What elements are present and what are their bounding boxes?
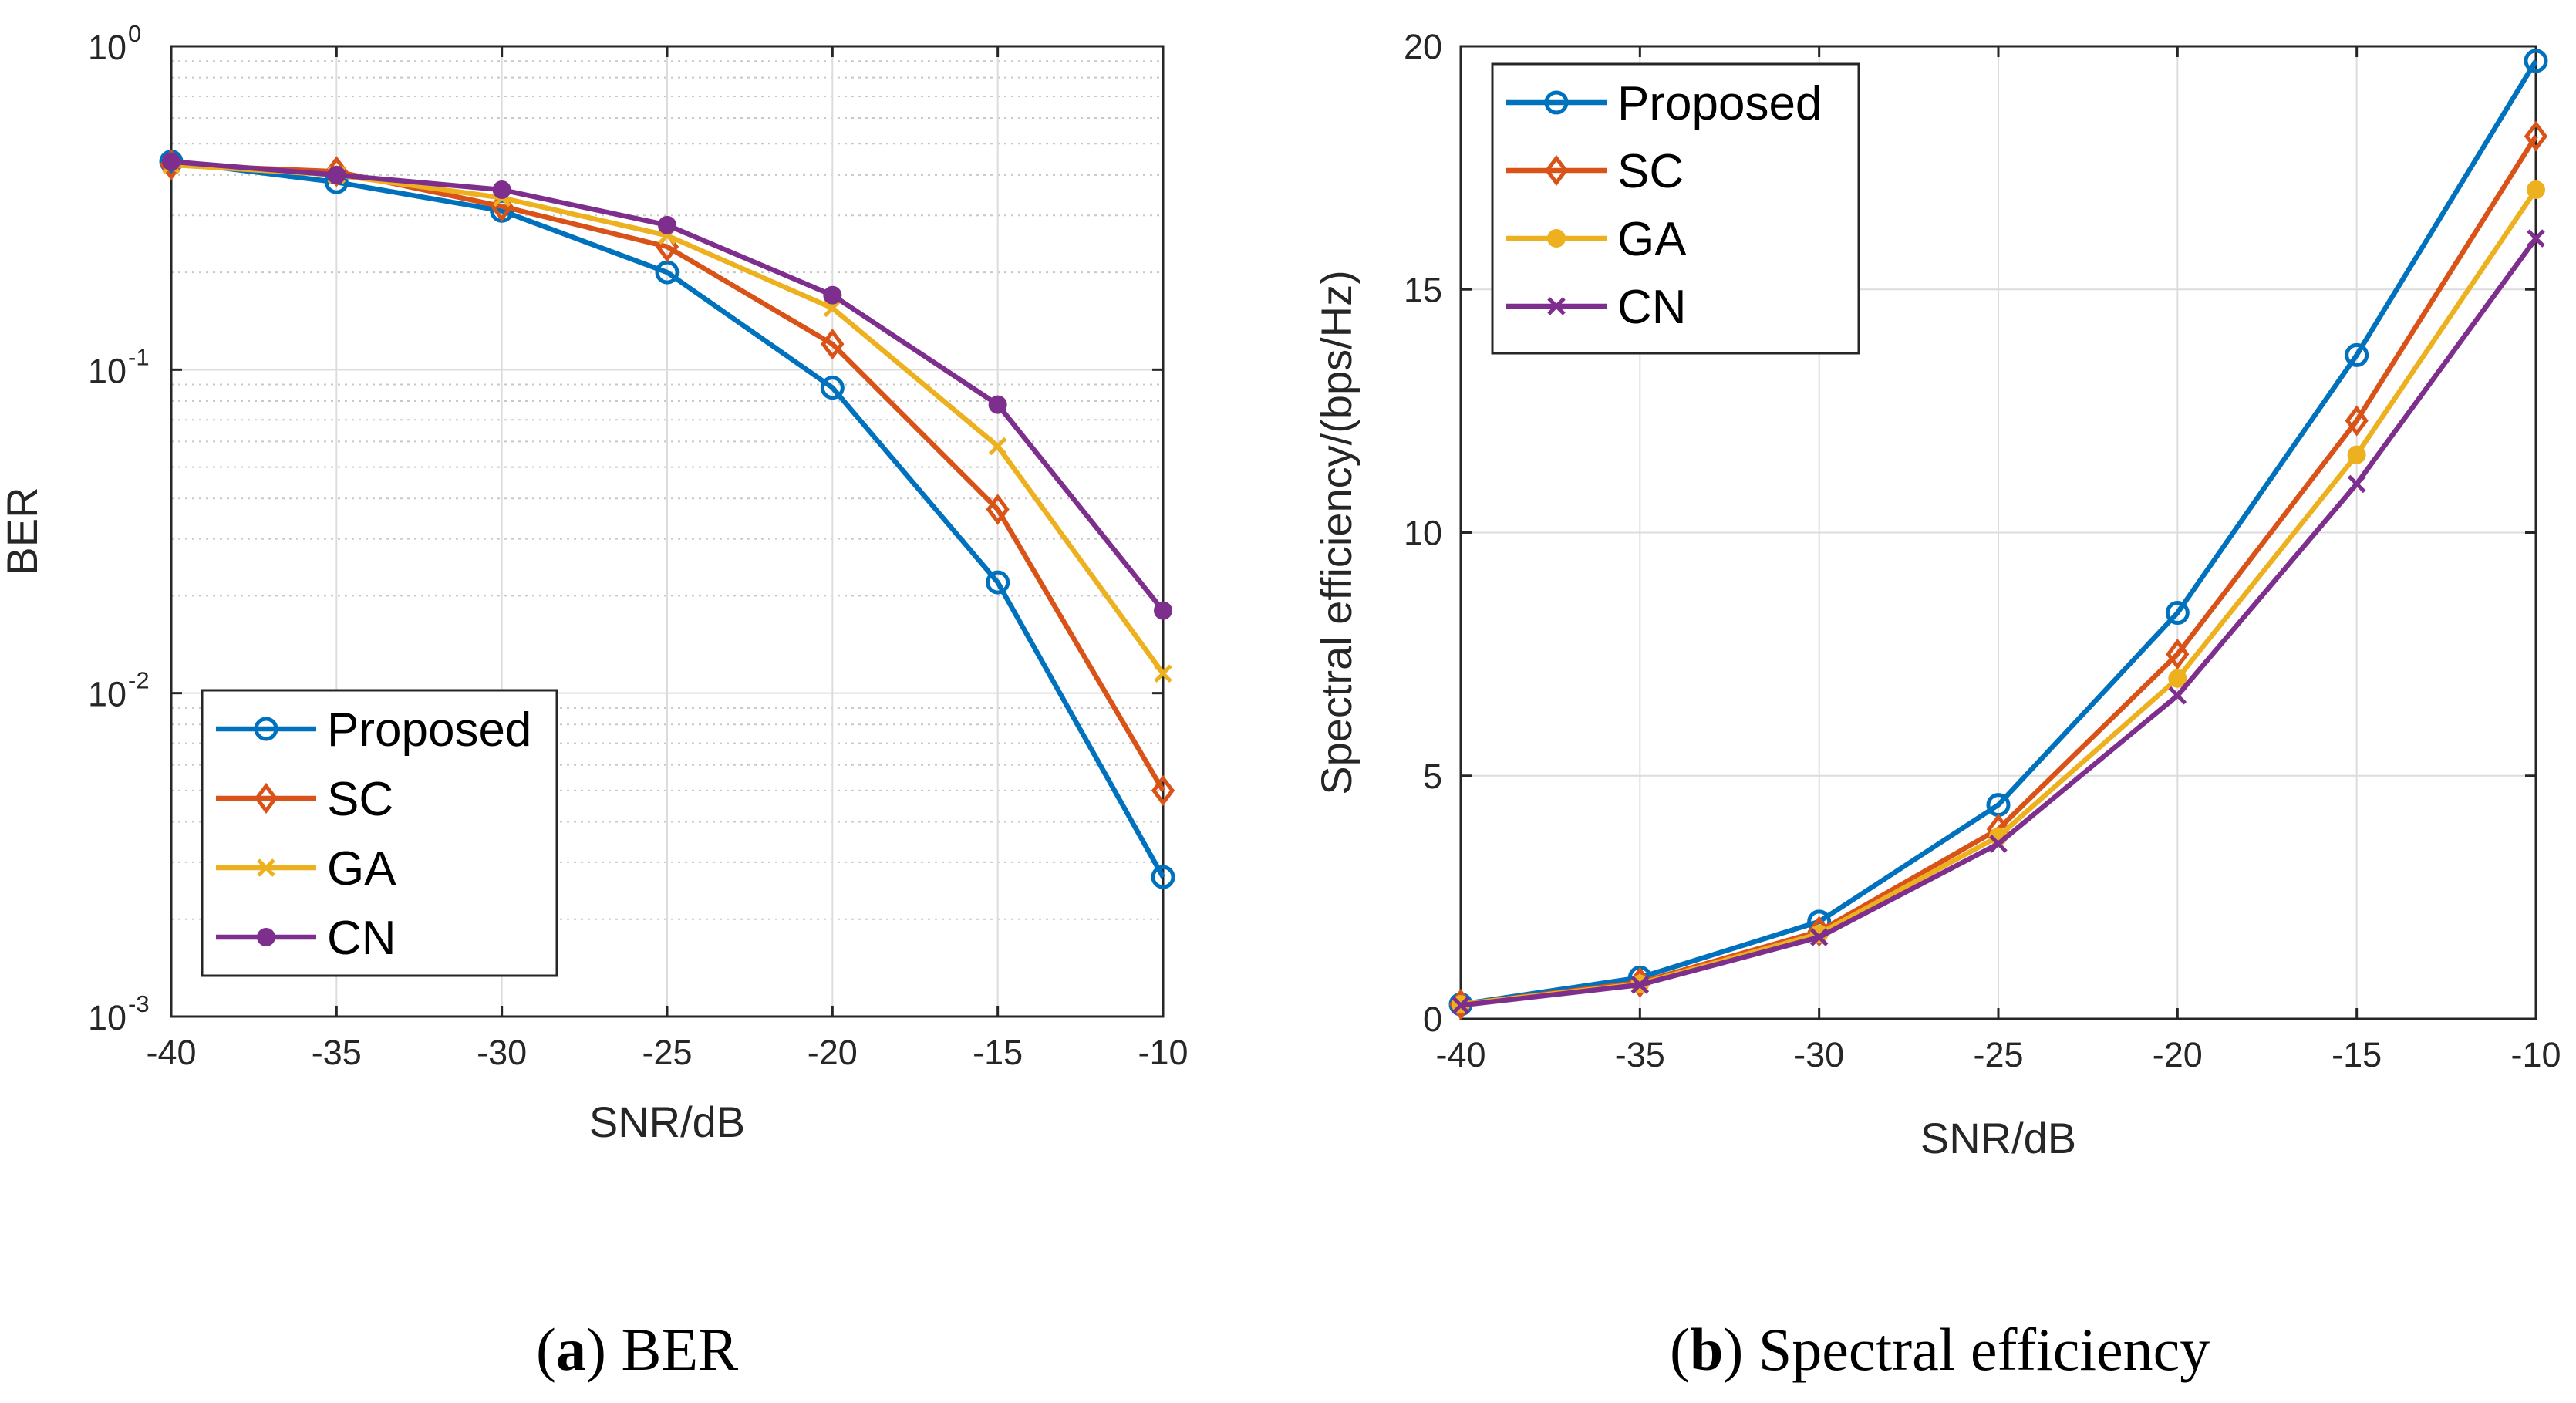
ber-data-point-cn: [492, 180, 511, 200]
se-data-point-ga: [2527, 180, 2545, 199]
ber-legend-label-cn: CN: [327, 912, 396, 965]
se-data-point-proposed: [2524, 49, 2548, 73]
ber-data-point-ga: [988, 437, 1007, 456]
se-data-point-cn: [2347, 474, 2366, 494]
se-legend-label-sc: SC: [1617, 145, 1684, 198]
ber-data-point-ga: [823, 298, 842, 318]
ber-xtick-label: -35: [312, 1033, 362, 1072]
se-data-point-cn: [2527, 229, 2545, 248]
se-ytick-label: 5: [1423, 757, 1442, 796]
se-data-point-sc: [2524, 120, 2548, 152]
se-ytick-label: 15: [1404, 270, 1442, 309]
ber-ytick-exponent: -3: [128, 990, 150, 1017]
ber-data-point-ga: [1154, 664, 1172, 683]
se-xtick-label: -10: [2510, 1035, 2561, 1074]
se-legend-marker-sc: [1544, 154, 1569, 187]
se-ytick-label: 0: [1423, 1000, 1442, 1039]
se-legend-marker-ga: [1547, 229, 1566, 248]
ber-data-point-proposed: [1151, 865, 1175, 889]
spectral-efficiency-chart: -40 -35 -30 -25 -20 -15 -10 0 5 10 15 20 SNR/dB Spect…: [1312, 27, 2561, 1162]
se-xtick-label: -15: [2332, 1035, 2382, 1074]
se-data-point-ga: [2168, 669, 2187, 688]
ber-legend-marker-cn: [257, 928, 275, 946]
ber-ytick-label: 10: [88, 351, 126, 390]
ber-data-point-sc: [986, 494, 1010, 525]
ber-legend-marker-proposed: [254, 717, 278, 741]
caption-a: (a) BER: [536, 1316, 739, 1383]
se-legend-label-proposed: Proposed: [1617, 77, 1822, 130]
ber-ytick-exponent: -1: [128, 343, 150, 370]
ber-xtick-label: -20: [808, 1033, 858, 1072]
se-xtick-label: -40: [1435, 1035, 1485, 1074]
se-legend-label-cn: CN: [1617, 281, 1687, 334]
caption-a-text: BER: [621, 1316, 739, 1383]
se-data-point-sc: [2166, 638, 2190, 670]
ber-y-axis-label: BER: [0, 487, 46, 575]
se-legend-label-ga: GA: [1617, 213, 1687, 266]
se-legend-marker-proposed: [1544, 90, 1569, 115]
ber-xtick-label: -40: [146, 1033, 196, 1072]
ber-ytick-label: 10: [88, 998, 126, 1037]
se-xtick-label: -20: [2153, 1035, 2203, 1074]
ber-data-point-proposed: [655, 260, 679, 285]
caption-b-text: Spectral efficiency: [1758, 1316, 2210, 1383]
ber-data-point-cn: [658, 215, 676, 234]
se-ytick-label: 10: [1404, 514, 1442, 553]
ber-data-point-cn: [162, 152, 180, 171]
caption-b: (b) Spectral efficiency: [1670, 1316, 2210, 1383]
ber-data-point-sc: [1151, 774, 1175, 807]
ber-legend-label-sc: SC: [327, 773, 393, 826]
ber-legend-marker-sc: [254, 782, 278, 814]
se-data-point-ga: [2347, 445, 2366, 464]
se-data-point-sc: [2345, 405, 2369, 437]
ber-legend-label-proposed: Proposed: [327, 703, 531, 757]
se-data-point-cn: [2168, 686, 2187, 705]
se-xtick-label: -30: [1794, 1035, 1844, 1074]
se-data-point-proposed: [2165, 601, 2190, 626]
se-xtick-label: -25: [1973, 1035, 2023, 1074]
ber-data-point-cn: [988, 395, 1007, 414]
se-legend-marker-cn: [1547, 297, 1566, 315]
se-legend: Proposed SC GA CN: [1491, 62, 1860, 355]
ber-xtick-label: -15: [973, 1033, 1023, 1072]
se-y-axis-label: Spectral efficiency/(bps/Hz): [1312, 270, 1360, 795]
ber-legend-label-ga: GA: [327, 842, 396, 895]
se-series-cn: [1452, 229, 2545, 1015]
ber-data-point-cn: [1154, 601, 1172, 620]
ber-xtick-label: -30: [477, 1033, 527, 1072]
caption-b-label: b: [1689, 1316, 1724, 1383]
ber-x-axis-label: SNR/dB: [589, 1098, 745, 1146]
ber-ytick-label: 10: [88, 675, 126, 714]
ber-data-point-sc: [821, 328, 845, 360]
se-ytick-label: 20: [1404, 27, 1442, 66]
ber-data-point-proposed: [986, 570, 1010, 595]
ber-xtick-label: -25: [642, 1033, 692, 1072]
se-data-point-cn: [1989, 835, 2008, 853]
ber-legend-marker-ga: [257, 858, 275, 877]
se-data-point-proposed: [2345, 342, 2369, 367]
se-data-point-cn: [1630, 976, 1650, 994]
se-x-axis-label: SNR/dB: [1920, 1114, 2076, 1162]
ber-data-point-cn: [823, 285, 842, 305]
ber-data-point-proposed: [820, 376, 845, 400]
ber-series-cn: [162, 152, 1172, 620]
ber-ytick-exponent: -2: [128, 667, 150, 694]
ber-ytick-label: 10: [88, 28, 126, 67]
ber-legend: Proposed SC GA CN: [201, 689, 558, 977]
ber-ytick-exponent: 0: [128, 20, 141, 47]
se-data-point-cn: [1452, 996, 1470, 1015]
se-xtick-label: -35: [1615, 1035, 1665, 1074]
caption-a-label: a: [555, 1316, 586, 1383]
ber-data-point-cn: [327, 165, 346, 184]
se-data-point-cn: [1809, 928, 1829, 946]
ber-xtick-label: -10: [1138, 1033, 1188, 1072]
